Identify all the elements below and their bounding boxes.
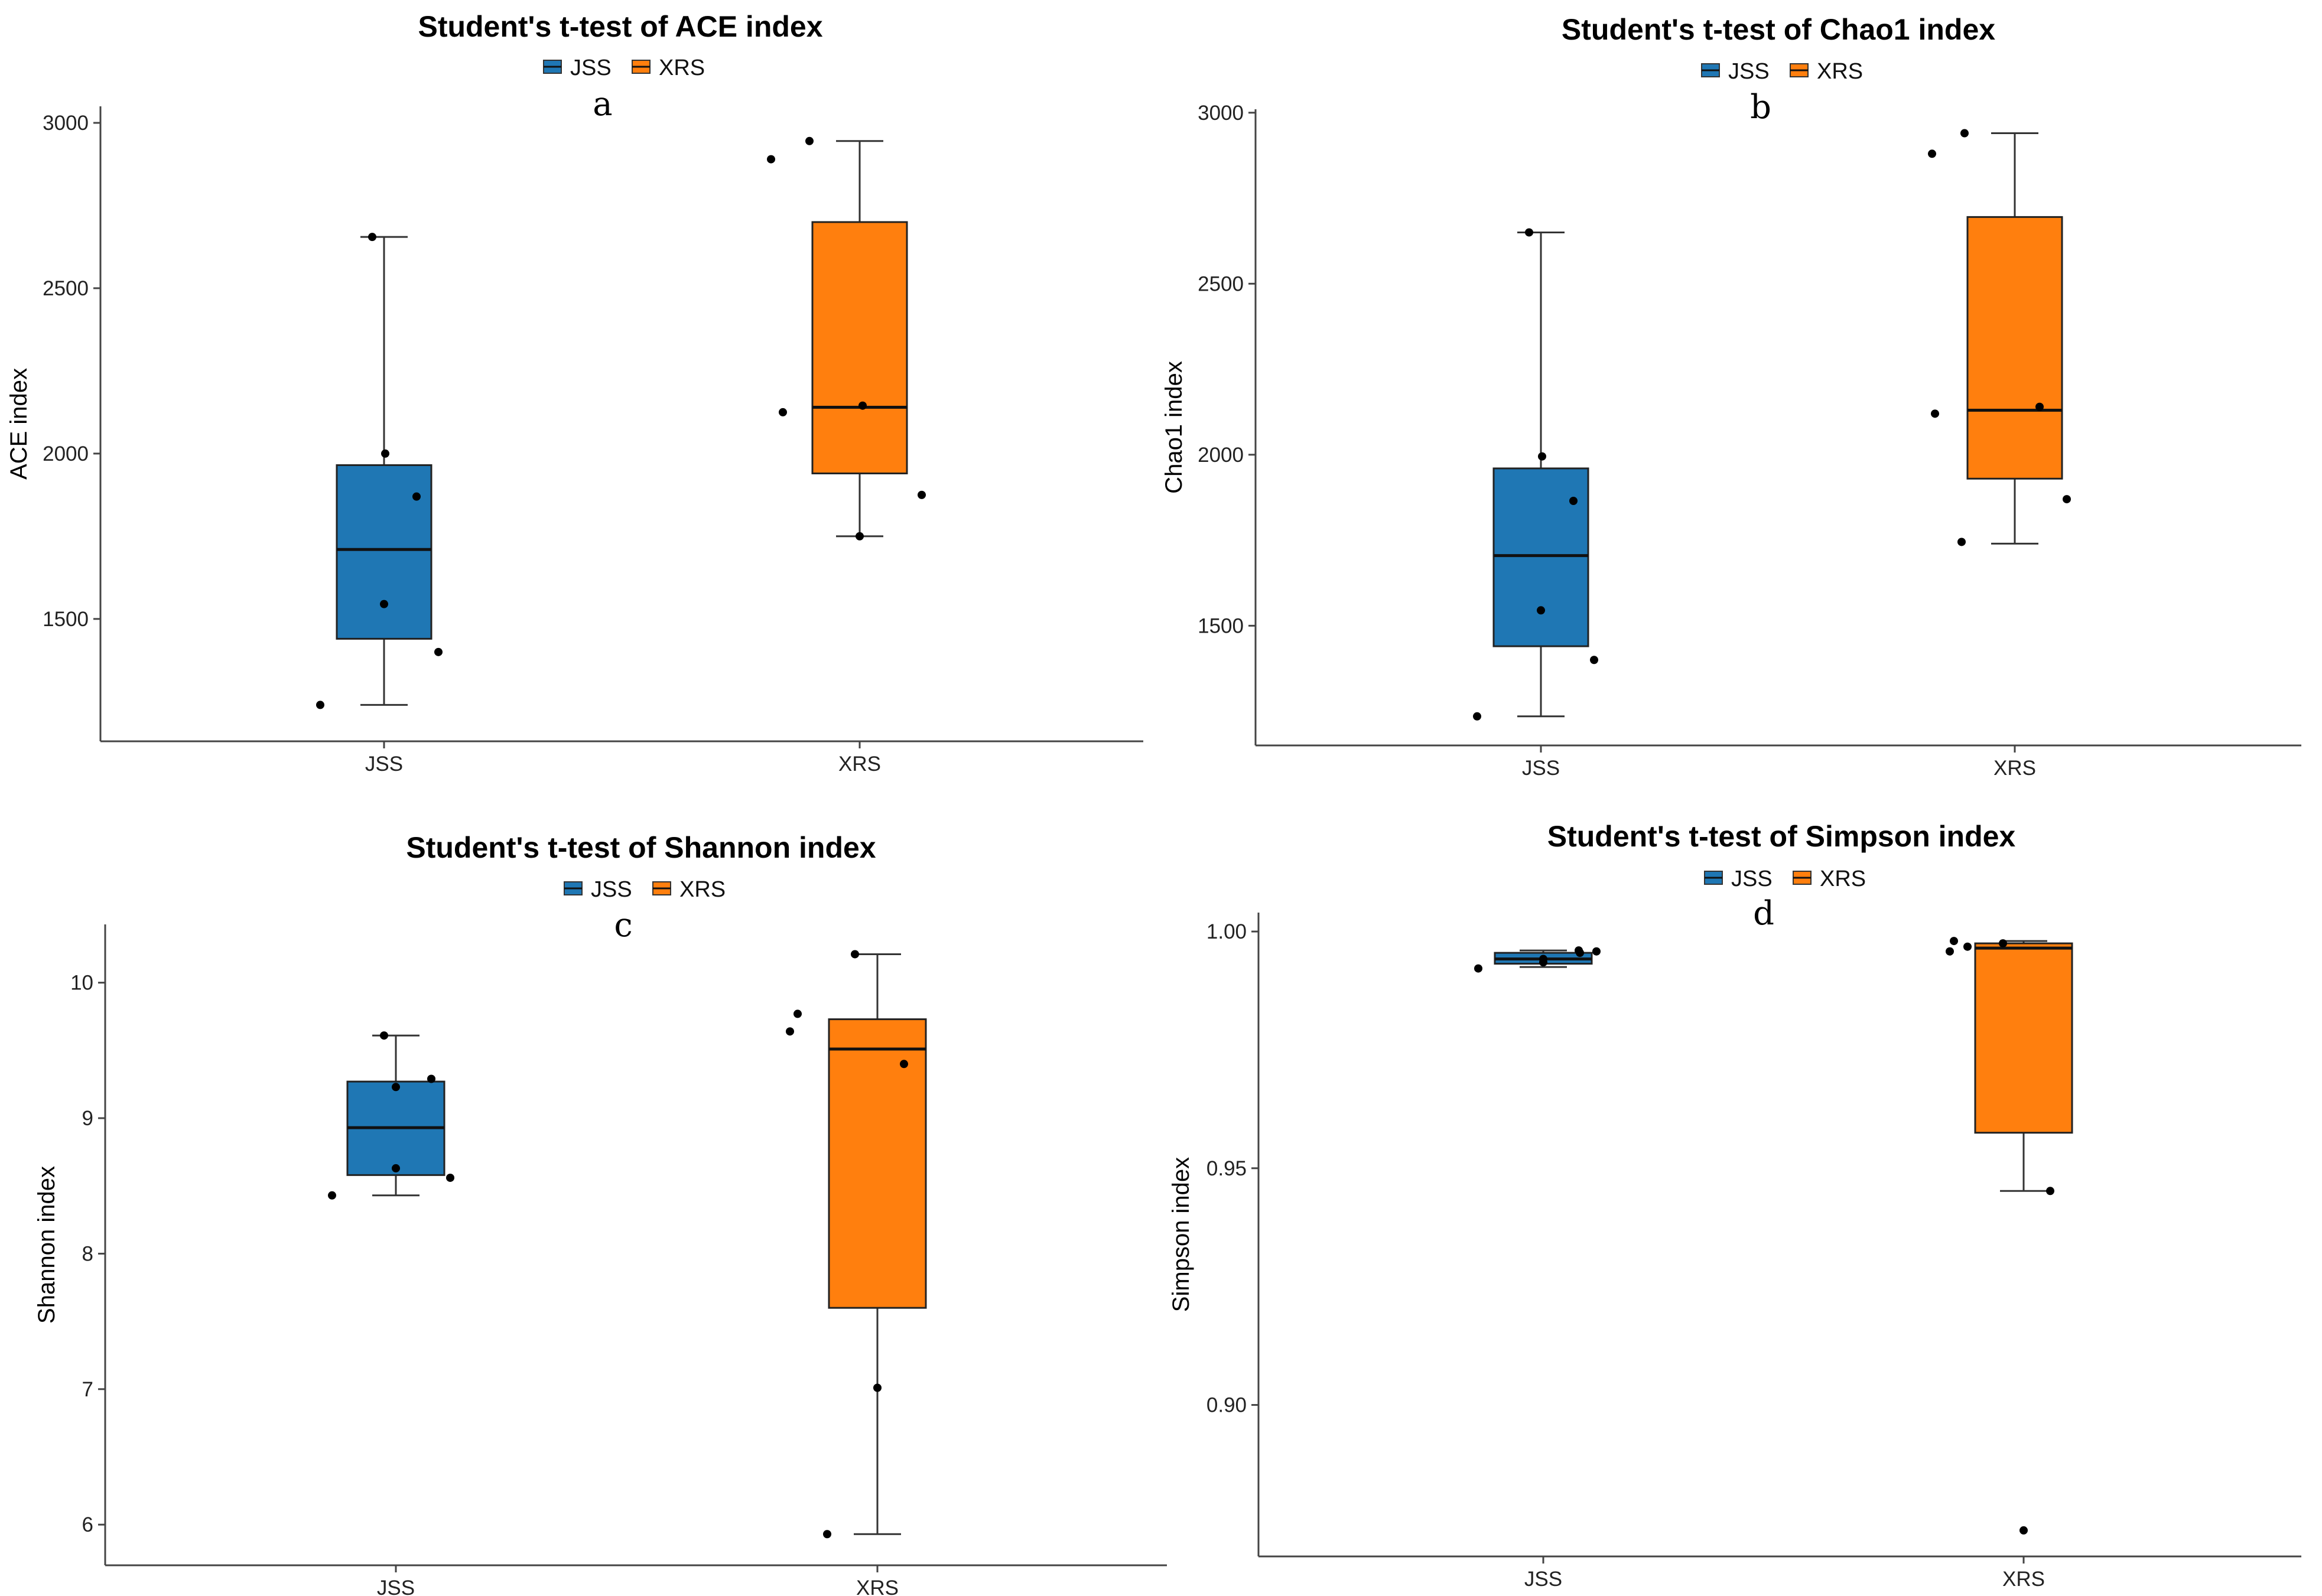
- panel-a-legend-label-xrs: XRS: [659, 56, 705, 80]
- panel-a-x-tick-label-jss: JSS: [365, 753, 403, 776]
- panel-a-point-xrs: [918, 490, 926, 499]
- panel-c-x-tick-label-jss: JSS: [377, 1577, 415, 1596]
- panel-d-point-xrs: [2046, 1187, 2054, 1196]
- panel-d-letter: d: [1753, 894, 1774, 933]
- panel-b-letter: b: [1750, 88, 1771, 126]
- panel-d-y-tick-label: 0.95: [1206, 1157, 1247, 1180]
- panel-d-box-xrs: [1974, 942, 2073, 1134]
- panel-d-point-jss: [1539, 955, 1547, 963]
- panel-d-y-label: Simpson index: [1168, 1157, 1194, 1312]
- panel-b-box-jss: [1492, 467, 1589, 647]
- panel-c-point-xrs: [823, 1530, 831, 1539]
- panel-b-y-label: Chao1 index: [1161, 361, 1187, 494]
- panel-c-y-tick-label: 10: [70, 972, 93, 995]
- panel-b-y-tick-label: 2500: [1198, 272, 1244, 295]
- panel-a-y-label: ACE index: [6, 368, 32, 480]
- panel-d-title: Student's t-test of Simpson index: [1547, 820, 2016, 853]
- panel-a-x-tick-label-xrs: XRS: [838, 753, 881, 776]
- panel-a-point-jss: [368, 233, 376, 242]
- panel-d-point-xrs: [1946, 947, 1954, 956]
- panel-c-point-xrs: [900, 1060, 908, 1069]
- panel-c-point-jss: [427, 1074, 435, 1083]
- panel-c-y-tick-label: 8: [82, 1242, 93, 1265]
- panel-a-point-jss: [316, 701, 324, 709]
- panel-b-y-tick-label: 3000: [1198, 102, 1244, 125]
- panel-d-y-tick-label: 0.90: [1206, 1394, 1247, 1417]
- panel-c-point-xrs: [793, 1009, 802, 1018]
- panel-b-point-jss: [1590, 656, 1598, 665]
- panel-c-point-jss: [328, 1191, 336, 1200]
- panel-d-point-jss: [1575, 946, 1583, 955]
- panel-a-point-jss: [412, 492, 421, 501]
- panel-b-title: Student's t-test of Chao1 index: [1562, 13, 1995, 46]
- panel-d-point-jss: [1474, 964, 1482, 973]
- panel-d-y-tick-label: 1.00: [1206, 920, 1247, 943]
- panel-a-y-tick-label: 2500: [43, 277, 89, 300]
- panel-a-point-jss: [380, 600, 388, 608]
- panel-d-point-xrs: [1950, 937, 1958, 946]
- panel-c-y-tick-label: 9: [82, 1107, 93, 1130]
- panel-b-x-tick-label-xrs: XRS: [1993, 757, 2036, 780]
- panel-a-letter: a: [593, 85, 612, 123]
- panel-b-point-xrs: [1931, 409, 1939, 418]
- panel-a-y-tick-label: 2000: [43, 442, 89, 465]
- panel-b-point-xrs: [1928, 149, 1936, 158]
- panel-a-point-jss: [381, 449, 389, 458]
- panel-b-point-jss: [1538, 452, 1546, 461]
- panel-c-point-jss: [392, 1164, 400, 1172]
- panel-c-y-tick-label: 7: [82, 1378, 93, 1401]
- panel-b-point-jss: [1473, 712, 1481, 721]
- panel-a-box-jss: [336, 464, 432, 640]
- panel-c-legend-label-jss: JSS: [591, 877, 632, 902]
- panel-c-title: Student's t-test of Shannon index: [406, 831, 876, 864]
- panel-b-point-xrs: [2063, 495, 2071, 504]
- panel-c-box-xrs: [828, 1018, 927, 1309]
- panel-a-title: Student's t-test of ACE index: [418, 10, 822, 43]
- panel-b-point-xrs: [1960, 129, 1969, 138]
- panel-a-point-xrs: [779, 408, 787, 416]
- panel-b-y-tick-label: 1500: [1198, 614, 1244, 637]
- panel-c-legend-label-xrs: XRS: [679, 877, 726, 902]
- panel-a-box-xrs: [811, 221, 908, 474]
- panel-a-y-tick-label: 3000: [43, 112, 89, 135]
- panel-a-point-jss: [434, 647, 443, 656]
- panel-a-point-xrs: [767, 155, 775, 164]
- panel-d-x-tick-label-jss: JSS: [1524, 1568, 1562, 1591]
- panel-b-legend-label-xrs: XRS: [1817, 59, 1863, 84]
- panel-a-point-xrs: [805, 136, 814, 145]
- panel-b-point-jss: [1537, 606, 1545, 615]
- panel-b-point-xrs: [1957, 538, 1966, 546]
- panel-c-y-tick-label: 6: [82, 1513, 93, 1536]
- panel-c-point-xrs: [873, 1383, 882, 1392]
- panel-d-point-xrs: [1963, 942, 1972, 951]
- panel-b-point-xrs: [2035, 402, 2044, 411]
- panel-b-legend-label-jss: JSS: [1728, 59, 1770, 84]
- panel-c-point-xrs: [786, 1027, 794, 1036]
- panel-a-point-xrs: [856, 532, 864, 540]
- panel-c-x-tick-label-xrs: XRS: [856, 1577, 899, 1596]
- panel-c-point-jss: [392, 1083, 400, 1092]
- panel-d-point-xrs: [2019, 1526, 2028, 1535]
- panel-b-y-tick-label: 2000: [1198, 444, 1244, 467]
- panel-c-point-xrs: [851, 950, 859, 959]
- panel-a-y-tick-label: 1500: [43, 608, 89, 631]
- panel-d-point-xrs: [1999, 939, 2007, 948]
- panel-d-point-jss: [1592, 947, 1601, 956]
- panel-c-point-jss: [446, 1173, 454, 1182]
- panel-d-legend-label-xrs: XRS: [1820, 867, 1866, 891]
- panel-d-legend-label-jss: JSS: [1731, 867, 1773, 891]
- panel-d-x-tick-label-xrs: XRS: [2002, 1568, 2045, 1591]
- panel-c-point-jss: [380, 1031, 388, 1040]
- panel-b-point-jss: [1569, 496, 1578, 505]
- panel-b-x-tick-label-jss: JSS: [1522, 757, 1560, 780]
- panel-a-legend-label-jss: JSS: [570, 56, 612, 80]
- panel-c-y-label: Shannon index: [34, 1166, 60, 1324]
- panel-c-letter: c: [614, 906, 632, 944]
- panel-b-box-xrs: [1966, 216, 2063, 480]
- panel-b-point-jss: [1525, 228, 1533, 237]
- panel-a-point-xrs: [858, 401, 867, 410]
